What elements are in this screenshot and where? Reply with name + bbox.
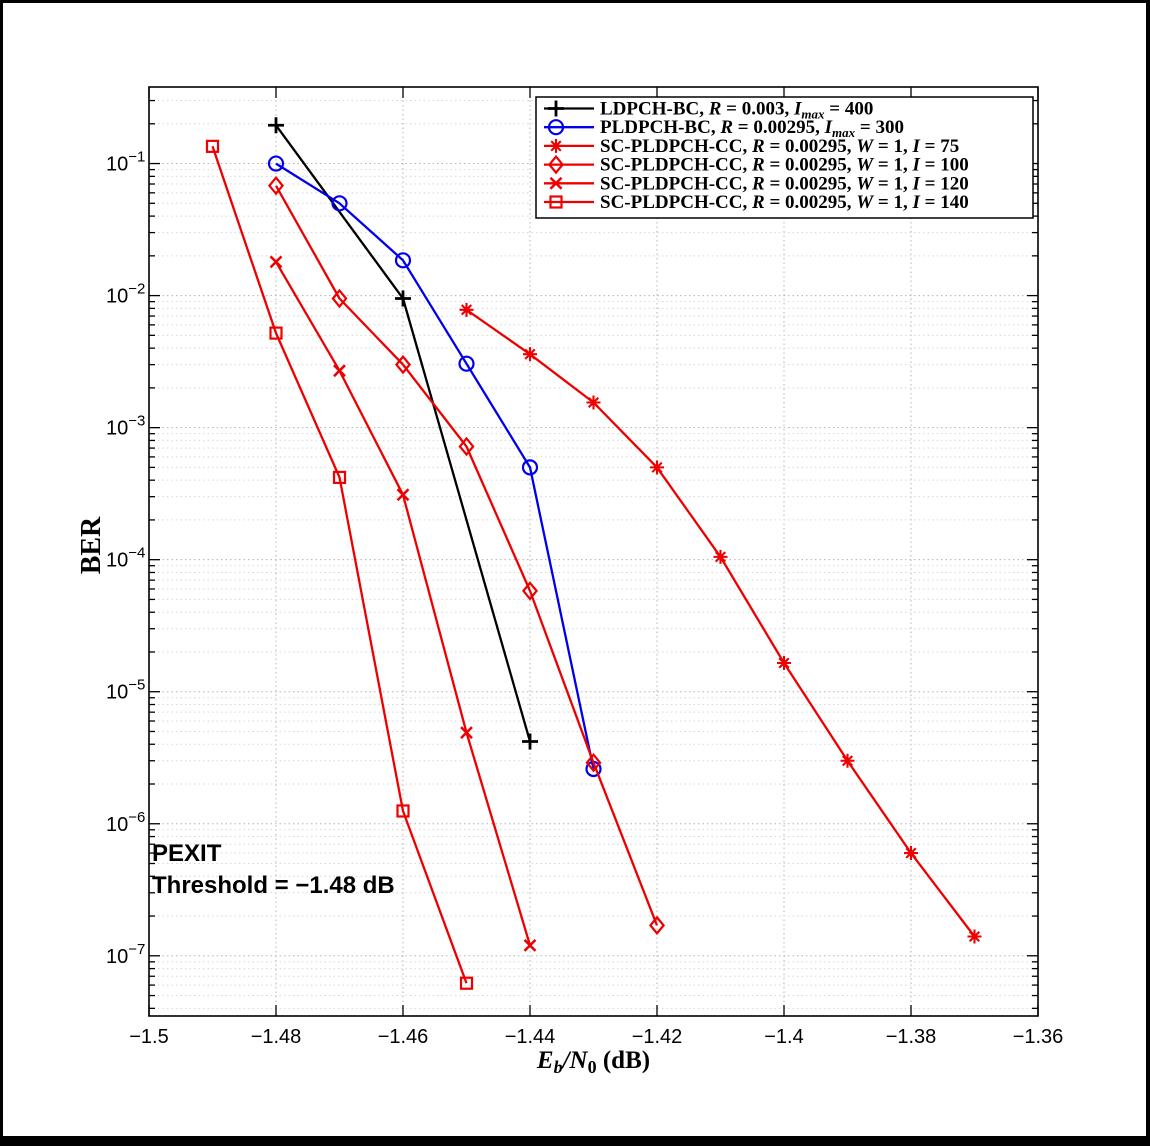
marker-plus: [522, 733, 538, 750]
marker-x: [549, 176, 563, 190]
y-tick-label: 10−4: [106, 545, 145, 572]
axes: [148, 86, 1039, 1017]
legend-label: SC-PLDPCH-CC, R = 0.00295, W = 1, I = 12…: [600, 173, 969, 194]
marker-x: [460, 726, 473, 740]
legend-entry-ldpch-bc: LDPCH-BC, R = 0.003, Imax = 400: [544, 99, 873, 122]
marker-square: [549, 195, 563, 209]
series-line-sc-pldpch-cc-i140: [211, 145, 468, 984]
series-line-sc-pldpch-cc-i100: [274, 185, 659, 926]
marker-asterisk: [967, 929, 982, 944]
y-tick-label: 10−7: [106, 941, 145, 968]
series-sc-pldpch-cc-i100: [267, 175, 666, 936]
marker-asterisk: [459, 302, 474, 317]
legend-entry-sc-pldpch-cc-i75: SC-PLDPCH-CC, R = 0.00295, W = 1, I = 75: [544, 136, 959, 157]
marker-x: [333, 364, 346, 378]
marker-asterisk: [713, 549, 728, 564]
marker-asterisk: [904, 846, 918, 861]
y-axis-label: BER: [76, 516, 107, 574]
marker-circle: [267, 155, 285, 172]
x-tick-label: −1.48: [251, 1026, 302, 1048]
marker-square: [332, 470, 347, 484]
x-tick-label: −1.5: [129, 1026, 168, 1048]
legend-entry-sc-pldpch-cc-i140: SC-PLDPCH-CC, R = 0.00295, W = 1, I = 14…: [544, 192, 969, 213]
marker-circle: [547, 119, 565, 136]
marker-square: [269, 326, 283, 340]
marker-x: [396, 488, 410, 502]
marker-diamond: [394, 354, 412, 375]
x-tick-label: −1.38: [886, 1026, 937, 1048]
marker-square: [396, 804, 410, 818]
series-sc-pldpch-cc-i140: [205, 139, 474, 990]
legend-entry-pldpch-bc: PLDPCH-BC, R = 0.00295, Imax = 300: [544, 117, 904, 140]
marker-asterisk: [549, 138, 563, 153]
marker-circle: [331, 195, 348, 212]
y-tick-label: 10−2: [106, 281, 145, 308]
x-tick-label: −1.36: [1013, 1026, 1064, 1048]
marker-plus: [268, 117, 284, 134]
series-sc-pldpch-cc-i120: [269, 255, 537, 952]
tick-labels: −1.5 −1.48 −1.46 −1.44 −1.42 −1.4 −1.38 −1.36 10…: [106, 149, 1063, 1048]
marker-circle: [458, 355, 475, 372]
marker-diamond: [458, 436, 475, 457]
marker-diamond: [521, 581, 539, 601]
legend-label: SC-PLDPCH-CC, R = 0.00295, W = 1, I = 10…: [600, 155, 969, 176]
pexit-annotation-line: Threshold = −1.48 dB: [152, 872, 395, 899]
y-tick-label: 10−3: [106, 413, 145, 440]
grid: [149, 87, 1038, 1016]
marker-x: [523, 938, 537, 952]
marker-diamond: [648, 915, 666, 936]
x-tick-label: −1.44: [505, 1026, 556, 1048]
legend-entry-sc-pldpch-cc-i120: SC-PLDPCH-CC, R = 0.00295, W = 1, I = 12…: [544, 173, 969, 194]
x-tick-label: −1.4: [764, 1026, 803, 1048]
marker-circle: [521, 459, 539, 476]
x-tick-label: −1.42: [632, 1026, 683, 1048]
marker-square: [205, 139, 220, 153]
marker-asterisk: [650, 460, 664, 475]
y-tick-label: 10−5: [106, 677, 145, 704]
marker-plus: [548, 100, 564, 117]
y-tick-label: 10−1: [106, 149, 145, 176]
marker-x: [269, 255, 283, 269]
marker-asterisk: [777, 656, 791, 671]
marker-circle: [394, 252, 412, 269]
legend: LDPCH-BC, R = 0.003, Imax = 400PLDPCH-BC…: [535, 96, 1034, 219]
marker-diamond: [585, 752, 602, 773]
legend-box: [535, 96, 1034, 219]
pexit-annotation: PEXIT Threshold = −1.48 dB: [152, 840, 395, 899]
legend-entry-sc-pldpch-cc-i100: SC-PLDPCH-CC, R = 0.00295, W = 1, I = 10…: [544, 155, 969, 176]
marker-diamond: [331, 288, 348, 309]
marker-asterisk: [586, 395, 601, 410]
series-ldpch-bc: [268, 117, 538, 750]
legend-label: SC-PLDPCH-CC, R = 0.00295, W = 1, I = 75: [600, 136, 959, 157]
marker-square: [459, 976, 474, 990]
marker-asterisk: [840, 753, 855, 768]
pexit-annotation-line: PEXIT: [152, 840, 222, 867]
legend-label: SC-PLDPCH-CC, R = 0.00295, W = 1, I = 14…: [600, 192, 969, 213]
legend-label: PLDPCH-BC, R = 0.00295, Imax = 300: [600, 117, 904, 140]
series-line-pldpch-bc: [275, 162, 595, 770]
series-group: [205, 117, 982, 990]
marker-diamond: [267, 175, 285, 196]
legend-label: LDPCH-BC, R = 0.003, Imax = 400: [600, 99, 873, 122]
x-tick-label: −1.46: [378, 1026, 429, 1048]
marker-diamond: [547, 154, 565, 175]
series-sc-pldpch-cc-i75: [459, 302, 982, 944]
marker-asterisk: [523, 347, 537, 362]
marker-plus: [395, 290, 411, 307]
plot-border: [148, 86, 1039, 1017]
y-tick-label: 10−6: [106, 809, 145, 836]
x-axis-label: Eb/N0 (dB): [536, 1047, 650, 1077]
